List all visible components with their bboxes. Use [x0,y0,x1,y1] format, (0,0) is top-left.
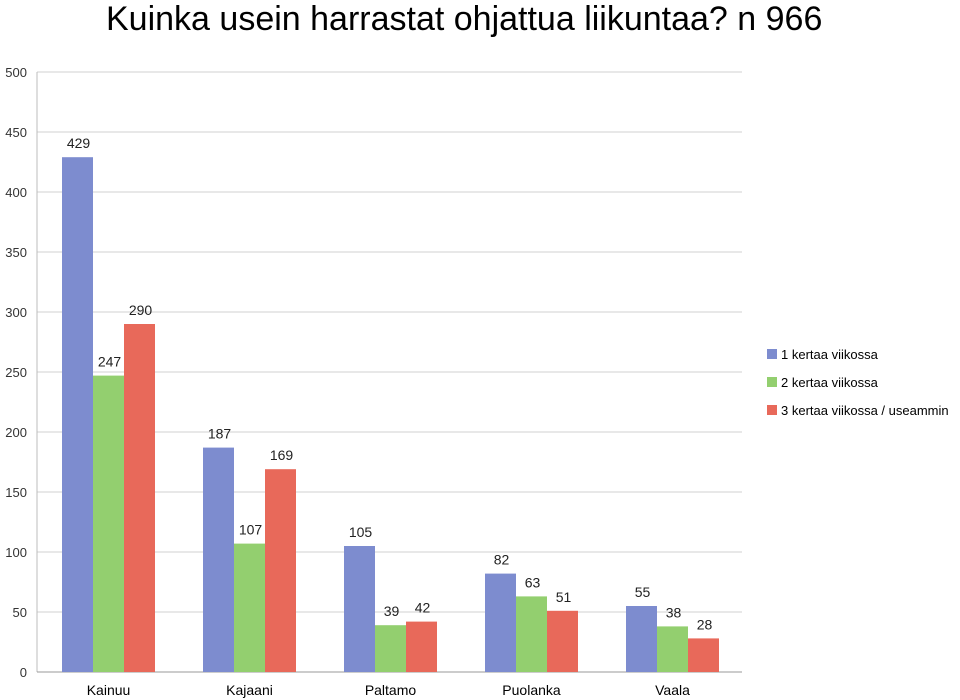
bar-1 [234,543,265,672]
data-label: 187 [208,426,232,442]
y-tick-label: 450 [5,125,27,140]
data-label: 63 [525,574,541,590]
bar-0 [344,546,375,672]
x-tick-label: Paltamo [365,682,417,698]
bar-2 [124,324,155,672]
legend-swatch [767,349,777,359]
y-tick-label: 0 [20,665,27,680]
bar-0 [62,157,93,672]
data-label: 290 [129,302,153,318]
y-tick-label: 150 [5,485,27,500]
y-tick-label: 200 [5,425,27,440]
data-label: 169 [270,447,294,463]
bar-0 [203,447,234,672]
bar-1 [516,596,547,672]
y-tick-label: 300 [5,305,27,320]
y-tick-label: 250 [5,365,27,380]
y-tick-label: 100 [5,545,27,560]
data-label: 51 [556,589,572,605]
y-tick-label: 50 [13,605,27,620]
y-axis: 0 50 100 150 200 250 300 350 400 450 500 [5,65,742,680]
data-label: 82 [494,552,510,568]
data-label: 247 [98,354,122,370]
bar-0 [626,606,657,672]
legend: 1 kertaa viikossa 2 kertaa viikossa 3 kert… [767,347,949,418]
data-label: 28 [697,616,713,632]
data-label: 105 [349,524,373,540]
bar-1 [93,375,124,672]
bars [62,157,719,672]
legend-label: 1 kertaa viikossa [781,347,879,362]
data-labels: 429 247 290 187 107 169 105 39 42 82 63 51 55 38 28 [67,135,713,632]
data-label: 429 [67,135,91,151]
data-label: 39 [384,603,400,619]
legend-swatch [767,377,777,387]
y-tick-label: 400 [5,185,27,200]
x-axis: Kainuu Kajaani Paltamo Puolanka Vaala [87,682,690,698]
bar-0 [485,573,516,672]
y-tick-label: 350 [5,245,27,260]
legend-swatch [767,405,777,415]
bar-2 [688,638,719,672]
legend-label: 2 kertaa viikossa [781,375,879,390]
bar-1 [375,625,406,672]
chart-title: Kuinka usein harrastat ohjattua liikunta… [106,0,822,38]
data-label: 38 [666,604,682,620]
bar-2 [265,469,296,672]
x-tick-label: Puolanka [502,682,561,698]
y-tick-label: 500 [5,65,27,80]
bar-1 [657,626,688,672]
bar-2 [547,610,578,672]
data-label: 42 [415,600,431,616]
x-tick-label: Kainuu [87,682,131,698]
data-label: 107 [239,522,263,538]
x-tick-label: Vaala [655,682,690,698]
legend-label: 3 kertaa viikossa / useammin [781,403,949,418]
data-label: 55 [635,584,651,600]
x-tick-label: Kajaani [226,682,273,698]
bar-2 [406,621,437,672]
